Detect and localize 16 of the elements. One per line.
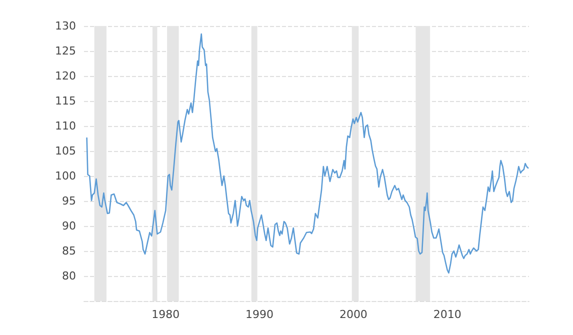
y-tick-label: 80 [62,270,76,282]
x-tick-label: 2000 [339,308,368,321]
y-tick-label: 115 [55,94,76,108]
y-tick-label: 105 [55,144,76,158]
y-tick-label: 125 [55,44,76,58]
y-tick-label: 90 [62,220,76,232]
x-tick-label: 2010 [433,308,462,321]
line-series [86,33,529,274]
y-tick-label: 85 [62,244,76,258]
y-tick-label: 110 [55,120,76,132]
y-tick-label: 130 [55,20,76,32]
y-tick-label: 95 [62,194,76,208]
x-tick-label: 1980 [152,308,180,321]
y-tick-label: 100 [55,170,76,182]
x-tick-label: 1990 [246,308,274,321]
y-tick-label: 120 [55,70,76,82]
